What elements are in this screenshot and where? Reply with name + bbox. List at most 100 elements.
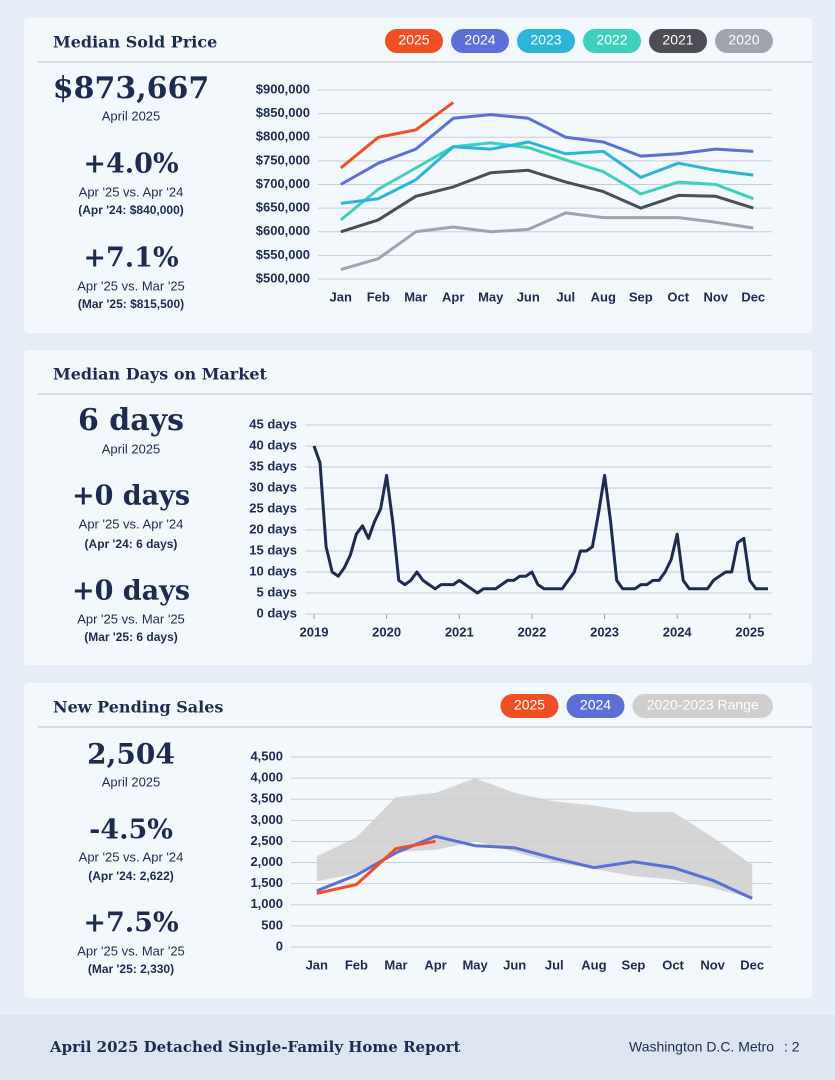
legend-label: 2022 — [596, 32, 627, 48]
summary-period: April 2025 — [102, 108, 161, 123]
x-tick-label: 2025 — [735, 624, 764, 639]
legend-label: 2020 — [728, 32, 759, 48]
x-tick-label: Nov — [700, 957, 725, 972]
legend-pill — [566, 694, 625, 718]
x-tick-label: Nov — [703, 289, 728, 304]
y-tick-label: 1,500 — [250, 875, 283, 890]
change-label: Apr '25 vs. Apr '24 — [79, 849, 184, 864]
y-tick-label: 3,500 — [250, 791, 283, 806]
y-tick-label: $900,000 — [256, 81, 310, 96]
series-line — [340, 168, 754, 234]
x-tick-label: 2019 — [300, 624, 329, 639]
footer-page: : 2 — [784, 1039, 800, 1055]
y-tick-label: 2,500 — [250, 833, 283, 848]
legend-pill — [649, 29, 707, 53]
change-label: Apr '25 vs. Mar '25 — [77, 943, 185, 958]
series-line — [339, 101, 455, 170]
series-line — [340, 113, 754, 186]
x-tick-label: 2023 — [590, 624, 619, 639]
x-tick-label: Apr — [424, 957, 446, 972]
legend-pill — [500, 694, 559, 718]
change-detail: (Apr '24: $840,000) — [78, 203, 184, 217]
summary-period: April 2025 — [102, 441, 161, 456]
x-tick-label: Feb — [345, 957, 368, 972]
y-tick-label: 0 — [276, 938, 283, 953]
summary-period: April 2025 — [102, 774, 161, 789]
footer-band — [0, 1015, 835, 1080]
x-tick-label: 2022 — [517, 624, 546, 639]
legend-pill — [517, 29, 575, 53]
change-value: +4.0% — [83, 149, 178, 180]
y-tick-label: 2,000 — [250, 854, 283, 869]
change-label: Apr '25 vs. Mar '25 — [77, 278, 185, 293]
y-tick-label: $500,000 — [256, 270, 310, 285]
y-tick-label: $750,000 — [256, 152, 310, 167]
y-tick-label: 3,000 — [250, 812, 283, 827]
y-tick-label: 4,000 — [250, 770, 283, 785]
panel — [24, 350, 812, 665]
y-tick-label: 0 days — [257, 605, 297, 620]
change-detail: (Apr '24: 6 days) — [85, 537, 178, 551]
legend-pill — [632, 694, 773, 718]
y-tick-label: $600,000 — [256, 223, 310, 238]
x-tick-label: Dec — [741, 289, 765, 304]
legend-label: 2024 — [464, 32, 495, 48]
x-tick-label: Aug — [581, 957, 606, 972]
legend-pill — [583, 29, 641, 53]
x-tick-label: Jul — [545, 957, 564, 972]
legend-label: 2025 — [514, 697, 545, 713]
change-detail: (Mar '25: 6 days) — [84, 630, 178, 644]
x-tick-label: 2024 — [663, 624, 693, 639]
change-value: -4.5% — [89, 815, 173, 846]
x-tick-label: Dec — [740, 957, 764, 972]
x-tick-label: Mar — [404, 289, 427, 304]
legend-pill — [451, 29, 509, 53]
change-detail: (Mar '25: $815,500) — [78, 297, 184, 311]
range-area — [316, 778, 753, 899]
y-tick-label: $550,000 — [256, 247, 310, 262]
series-line — [340, 140, 754, 205]
y-tick-label: 35 days — [249, 458, 297, 473]
y-tick-label: 40 days — [249, 437, 297, 452]
y-tick-label: 25 days — [249, 500, 297, 515]
x-tick-label: Oct — [667, 289, 689, 304]
y-tick-label: $800,000 — [256, 129, 310, 144]
change-label: Apr '25 vs. Apr '24 — [79, 516, 184, 531]
legend-label: 2024 — [580, 697, 611, 713]
x-tick-label: Jan — [330, 289, 352, 304]
legend-pill — [715, 29, 773, 53]
x-tick-label: May — [462, 957, 488, 972]
legend-pill — [385, 29, 443, 53]
change-value: +0 days — [72, 576, 190, 607]
x-tick-label: Jan — [306, 957, 328, 972]
x-tick-label: Jun — [503, 957, 526, 972]
chart-title: Median Sold Price — [53, 33, 217, 52]
y-tick-label: 45 days — [249, 416, 297, 431]
x-tick-label: 2021 — [445, 624, 474, 639]
change-detail: (Apr '24: 2,622) — [88, 869, 174, 883]
y-tick-label: 15 days — [249, 542, 297, 557]
summary-value: 6 days — [78, 403, 184, 438]
x-tick-label: Oct — [662, 957, 684, 972]
footer-region: Washington D.C. Metro — [629, 1039, 774, 1055]
y-tick-label: 4,500 — [250, 748, 283, 763]
legend-label: 2020-2023 Range — [647, 697, 759, 713]
y-tick-label: $850,000 — [256, 105, 310, 120]
legend-label: 2023 — [530, 32, 561, 48]
legend-label: 2021 — [662, 32, 693, 48]
change-label: Apr '25 vs. Apr '24 — [79, 184, 184, 199]
y-tick-label: 1,000 — [250, 896, 283, 911]
x-tick-label: Sep — [629, 289, 653, 304]
x-tick-label: 2020 — [372, 624, 401, 639]
y-tick-label: $650,000 — [256, 200, 310, 215]
change-value: +7.1% — [83, 243, 178, 274]
y-tick-label: 10 days — [249, 563, 297, 578]
chart-title: Median Days on Market — [53, 365, 267, 384]
x-tick-label: Aug — [591, 289, 616, 304]
series-line — [339, 141, 754, 222]
x-tick-label: Mar — [384, 957, 407, 972]
series-line — [340, 211, 754, 272]
y-tick-label: 30 days — [249, 479, 297, 494]
change-detail: (Mar '25: 2,330) — [88, 962, 174, 976]
